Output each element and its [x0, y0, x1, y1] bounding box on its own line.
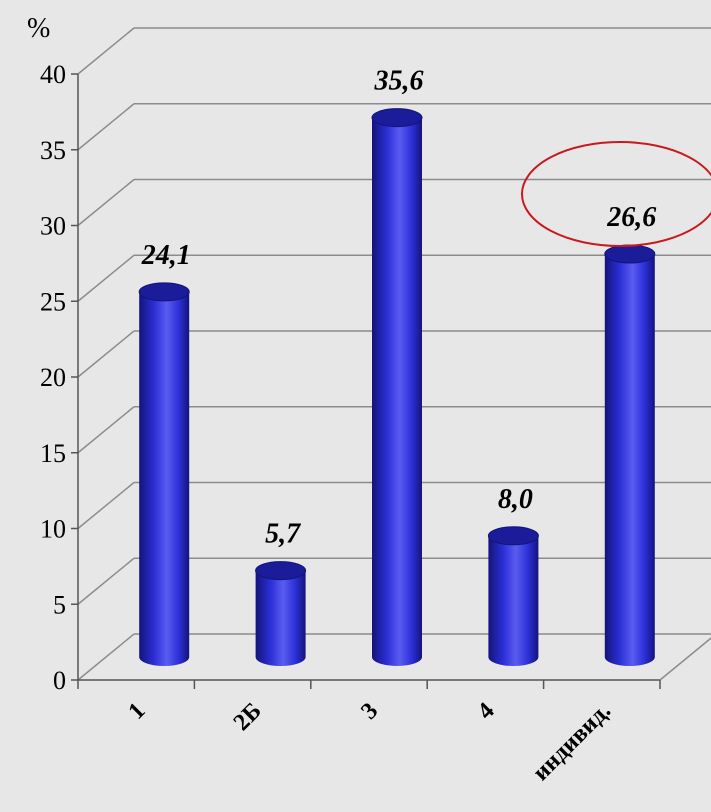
y-tick-label: 20 [40, 363, 66, 392]
bar-body [255, 570, 306, 666]
bar-top [255, 561, 307, 581]
y-tick-label: 10 [40, 515, 66, 544]
gridline-side [77, 330, 135, 378]
data-label: 5,7 [265, 519, 301, 550]
x-tick-label: 3 [356, 698, 383, 725]
y-tick-label: 25 [40, 287, 66, 316]
data-labels: 24,1 5,7 35,6 8,0 26,6 [141, 66, 657, 550]
floor-right-edge [659, 637, 711, 681]
y-tick-label: 5 [53, 590, 66, 619]
x-tick-label: индивид. [528, 698, 616, 786]
y-axis-unit-label: % [27, 13, 50, 44]
bars [138, 108, 656, 666]
bar [138, 282, 190, 666]
bar-top [487, 526, 539, 546]
x-tick-label: 4 [473, 698, 500, 725]
x-tick-label: 2Б [229, 698, 267, 736]
gridline-side [77, 178, 135, 227]
gridline-side [77, 481, 135, 530]
bar-body [139, 291, 190, 666]
bar [487, 526, 539, 666]
data-label: 24,1 [141, 240, 191, 271]
gridline-side [77, 406, 135, 454]
y-tick-label: 0 [53, 666, 66, 695]
bar-top [604, 244, 656, 264]
gridline-side [77, 27, 135, 75]
y-tick-label: 30 [40, 212, 66, 241]
y-tick-labels: 0 5 10 15 20 25 30 35 40 [40, 60, 66, 695]
bar-body [372, 117, 422, 666]
gridline-side [77, 254, 135, 302]
gridline-side [77, 103, 135, 151]
bar [371, 108, 423, 666]
bar-body [488, 535, 539, 666]
y-tick-label: 35 [40, 136, 66, 165]
bar-top [138, 282, 190, 302]
bar-top [371, 108, 423, 128]
data-label: 8,0 [498, 484, 533, 515]
gridline-side [77, 557, 135, 605]
y-tick-label: 15 [40, 439, 66, 468]
data-label: 26,6 [606, 202, 656, 233]
axes [71, 73, 711, 689]
x-tick-labels: 1 2Б 3 4 индивид. [124, 698, 616, 786]
bar-body [604, 254, 655, 666]
bar [604, 244, 656, 666]
data-label: 35,6 [374, 66, 424, 97]
y-tick-label: 40 [40, 60, 66, 89]
gridline-side [77, 633, 135, 681]
bar [255, 561, 307, 666]
highlight-ellipse [521, 141, 711, 247]
x-tick-label: 1 [124, 698, 151, 725]
